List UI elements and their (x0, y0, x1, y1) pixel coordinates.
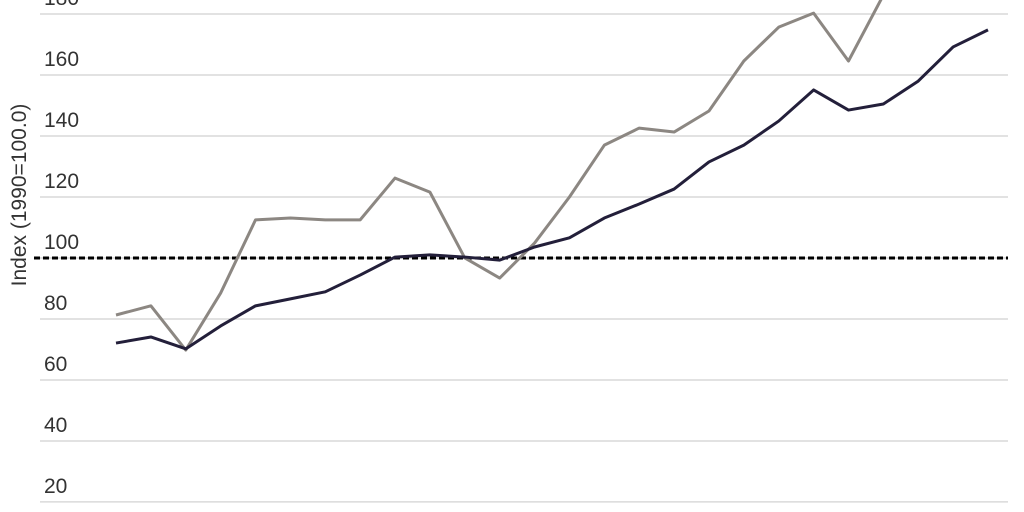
y-tick-label: 160 (44, 48, 79, 71)
y-axis-label: Index (1990=100.0) (8, 104, 31, 287)
y-tick-label: 120 (44, 170, 79, 193)
y-tick-label: 40 (44, 414, 67, 437)
y-tick-label: 20 (44, 475, 67, 498)
series-line (115, 0, 883, 352)
series-line (115, 28, 989, 351)
y-tick-label: 140 (44, 109, 79, 132)
y-tick-label: 180 (44, 0, 79, 10)
y-tick-label: 60 (44, 353, 67, 376)
y-tick-label: 100 (44, 231, 79, 254)
y-tick-label: 80 (44, 292, 67, 315)
